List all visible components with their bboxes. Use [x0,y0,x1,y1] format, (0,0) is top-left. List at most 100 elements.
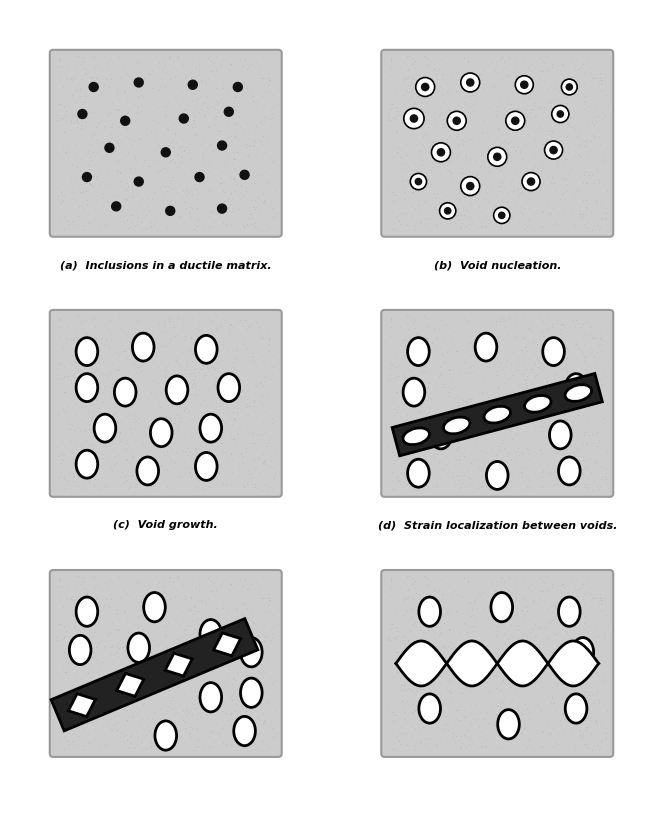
Point [235,120,245,133]
Point [188,367,198,380]
Point [69,370,80,383]
Point [54,571,65,585]
Point [143,679,153,692]
Point [476,444,487,457]
Point [200,90,211,103]
Point [218,444,229,457]
Point [56,372,66,385]
Point [410,739,421,753]
Point [202,332,213,346]
Point [400,192,410,206]
Point [509,579,520,592]
Point [572,649,582,663]
Point [249,139,259,153]
Point [391,645,401,659]
Point [128,450,139,463]
Point [415,736,426,749]
Point [512,362,523,376]
Point [386,574,396,587]
Point [84,158,95,171]
Point [184,404,194,417]
Point [263,390,273,404]
Point [442,145,452,159]
Point [458,654,469,667]
Point [581,135,592,149]
Point [177,219,188,232]
Point [577,436,588,450]
Point [121,670,131,683]
Point [133,133,144,146]
Point [52,373,62,387]
Point [52,113,62,127]
Point [562,91,572,104]
Point [521,128,532,141]
Point [595,657,605,670]
Point [531,628,542,642]
Point [252,482,263,495]
Point [471,71,481,85]
Point [221,217,231,231]
Point [221,679,231,692]
Point [188,332,199,346]
Point [421,429,432,442]
Point [198,96,209,110]
Point [250,436,261,450]
Point [575,659,585,673]
Point [133,732,143,745]
Point [125,685,136,699]
Point [397,376,408,389]
Point [56,618,66,631]
Point [485,377,495,390]
Point [580,659,591,673]
Point [154,684,165,697]
Point [429,191,440,205]
Point [580,696,591,710]
Point [511,70,522,83]
Point [244,410,255,424]
Point [86,130,97,143]
Point [594,130,605,143]
Point [441,449,452,462]
Point [194,84,204,97]
Point [153,117,164,130]
Point [590,370,601,383]
Point [258,331,269,345]
Point [579,102,590,116]
Point [546,645,557,659]
Point [114,116,125,129]
Point [166,433,176,446]
Point [521,121,532,134]
Point [103,322,113,336]
Point [104,573,115,586]
Point [439,718,450,732]
Point [218,628,229,641]
Point [101,55,112,69]
Point [538,480,548,493]
Point [552,217,563,231]
Point [65,423,76,436]
Point [477,739,487,753]
Point [75,104,86,117]
Point [180,444,191,457]
Point [211,370,221,383]
Point [418,690,428,703]
Point [585,580,595,593]
Point [213,615,224,628]
Point [432,481,443,494]
Point [428,63,439,76]
Point [406,364,417,378]
Point [105,647,116,660]
Point [103,211,114,225]
Point [182,189,193,202]
Point [88,125,99,138]
Point [204,621,214,634]
Point [59,472,70,485]
Point [516,445,526,458]
Point [452,129,463,143]
Point [168,636,179,649]
Point [467,652,477,665]
Point [589,390,600,404]
Point [136,348,147,362]
Point [457,115,467,128]
Point [168,393,178,407]
